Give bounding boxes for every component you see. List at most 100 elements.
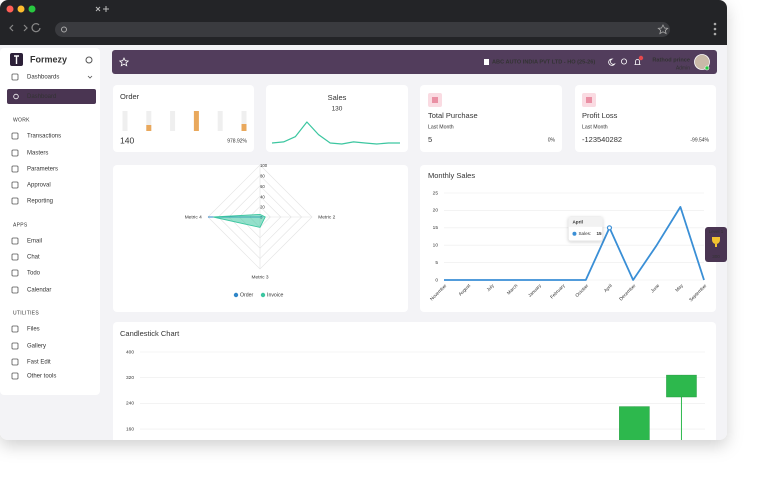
browser-menu[interactable] [713,22,717,36]
series-line [271,121,400,145]
y-tick-label: 15 [433,225,439,231]
card [113,85,254,152]
menu-icon [11,165,19,173]
menu-item[interactable]: Fast Edit [27,360,51,366]
y-tick-label: 10 [433,242,439,248]
brand-name: Formezy [30,54,67,64]
menu-item[interactable]: Other tools [27,374,56,380]
card-value: -123540282 [582,135,622,144]
menu-icon [11,269,19,277]
card-icon [432,97,438,103]
radar-series [213,213,266,228]
search-icon [61,26,67,33]
card-title: Order [120,92,140,101]
section-title: UTILITIES [13,310,39,316]
tooltip-value: 15 [596,231,602,236]
bar [241,124,247,131]
radar-axis-label: Metric 2 [318,214,335,220]
bell-icon[interactable] [634,59,641,65]
menu-item[interactable]: Chat [27,255,40,261]
card-icon [586,97,592,103]
level-label: Level 1 [709,229,724,234]
menu-icon [11,372,19,380]
avatar[interactable] [694,54,710,70]
settings-icon[interactable] [85,56,93,64]
y-tick-label: 25 [433,190,439,196]
menu-item[interactable]: Calendar [27,288,51,294]
x-tick-label: June [650,283,661,294]
y-tick-label: 0 [131,478,134,484]
menu-icon [11,342,19,350]
window-close[interactable] [6,5,14,13]
menu-icon [13,93,19,100]
top-bar [112,50,717,74]
menu-item[interactable]: Todo [27,271,41,277]
user-role: Admin [676,65,690,71]
card [575,85,716,152]
user-name: Rathod prince [652,57,690,63]
y-tick-label: 80 [129,452,135,458]
card-value: 140 [120,135,134,145]
company-icon [484,59,489,65]
legend-label[interactable]: Invoice [267,292,284,298]
candle-body [619,406,650,440]
address-bar[interactable] [55,22,670,37]
y-tick-label: 20 [433,208,439,214]
tooltip-marker [572,231,577,236]
window-maximize[interactable] [28,5,36,13]
menu-item[interactable]: Transactions [27,134,61,140]
menu-item[interactable]: Parameters [27,167,58,173]
legend-label[interactable]: Order [240,292,254,298]
menu-icon [11,253,19,261]
card-title: Sales [328,93,347,102]
menu-item[interactable]: Masters [27,151,48,157]
bar-track [146,111,152,131]
tab-controls[interactable] [95,6,109,12]
menu-item[interactable]: Reporting [27,199,53,205]
card-change: 0% [548,137,556,143]
menu-icon [11,237,19,245]
radar-tick-label: 60 [260,184,265,189]
card [266,85,408,152]
menu-icon [11,325,19,333]
radar-tick-label: 100 [260,163,268,168]
card-period: Last Month [582,124,608,130]
window-minimize[interactable] [17,5,25,13]
online-dot [704,65,710,71]
theme-icon[interactable] [608,58,616,66]
x-tick-label: May [674,283,684,293]
menu-icon [11,286,19,294]
nav-buttons[interactable] [9,23,41,33]
bar-track [241,111,247,131]
menu-item[interactable]: Gallery [27,344,46,350]
radar-axis-label: Metric 4 [185,214,202,220]
y-tick-label: 400 [126,349,134,355]
card-title: Total Purchase [428,111,478,120]
search-icon[interactable] [621,58,628,65]
bookmark-icon[interactable] [657,24,669,35]
star-icon[interactable] [118,57,130,67]
app-content: Formezy Dashboards Dashboard WORK Transactio… [0,48,727,484]
menu-icon [11,181,19,189]
menu-icon [11,132,19,140]
menu-icon [11,73,19,81]
menu-icon [11,149,19,157]
card-change: 978.92% [227,138,247,144]
menu-item[interactable]: Approval [27,183,51,189]
x-tick-label: July [486,283,496,293]
card-change: -99.54% [690,137,709,143]
chart-title: Candlestick Chart [120,329,180,338]
menu-icon [11,197,19,205]
candle-body [666,374,697,398]
menu-item[interactable]: Files [27,327,40,333]
active-item-bg[interactable] [7,89,96,104]
menu-item[interactable]: Email [27,239,42,245]
bar-track [217,111,223,131]
sidebar [0,48,100,395]
tooltip-header [568,216,603,227]
tooltip-title: April [572,220,582,225]
brand-logo-mark [14,55,19,64]
card-period: Last Month [428,124,454,130]
card-title: Profit Loss [582,111,618,120]
